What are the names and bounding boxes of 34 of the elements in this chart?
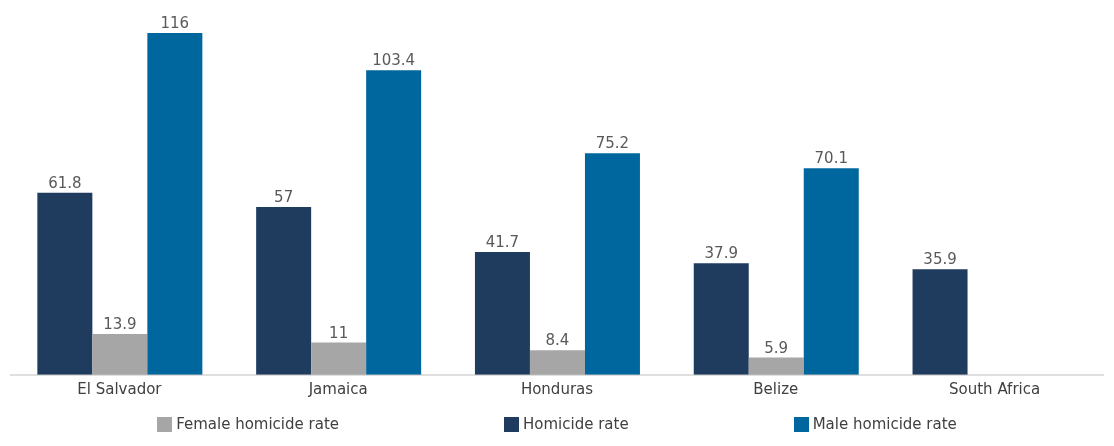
bar — [37, 192, 93, 375]
data-label: 75.2 — [595, 134, 630, 153]
bar — [912, 269, 968, 375]
bar — [147, 33, 203, 375]
bar — [256, 206, 312, 375]
x-tick-label: El Salvador — [77, 379, 163, 398]
x-tick-label: South Africa — [949, 379, 1041, 398]
bar — [529, 350, 585, 375]
data-label: 116 — [160, 14, 190, 32]
data-label: 5.9 — [764, 338, 789, 357]
x-tick-label: Jamaica — [307, 379, 368, 398]
data-label: 37.9 — [704, 244, 738, 263]
x-tick-label: Belize — [753, 379, 799, 398]
data-label: 41.7 — [485, 233, 520, 252]
bar — [92, 334, 148, 375]
legend-label: Homicide rate — [523, 415, 629, 433]
bar — [693, 263, 749, 375]
data-label: 8.4 — [545, 331, 570, 350]
data-label: 11 — [329, 323, 349, 342]
bar — [474, 252, 530, 375]
data-label: 61.8 — [48, 173, 82, 192]
data-label: 103.4 — [372, 51, 416, 70]
legend-label: Male homicide rate — [812, 415, 957, 433]
bar — [803, 168, 859, 375]
bar — [584, 153, 640, 375]
legend-label: Female homicide rate — [176, 415, 340, 433]
bar — [366, 70, 422, 375]
x-tick-label: Honduras — [520, 379, 594, 398]
data-label: 57 — [274, 187, 294, 206]
bar — [748, 357, 804, 375]
bar — [311, 342, 367, 375]
data-label: 70.1 — [814, 149, 848, 168]
data-label: 13.9 — [103, 315, 137, 334]
data-label: 35.9 — [923, 250, 957, 269]
